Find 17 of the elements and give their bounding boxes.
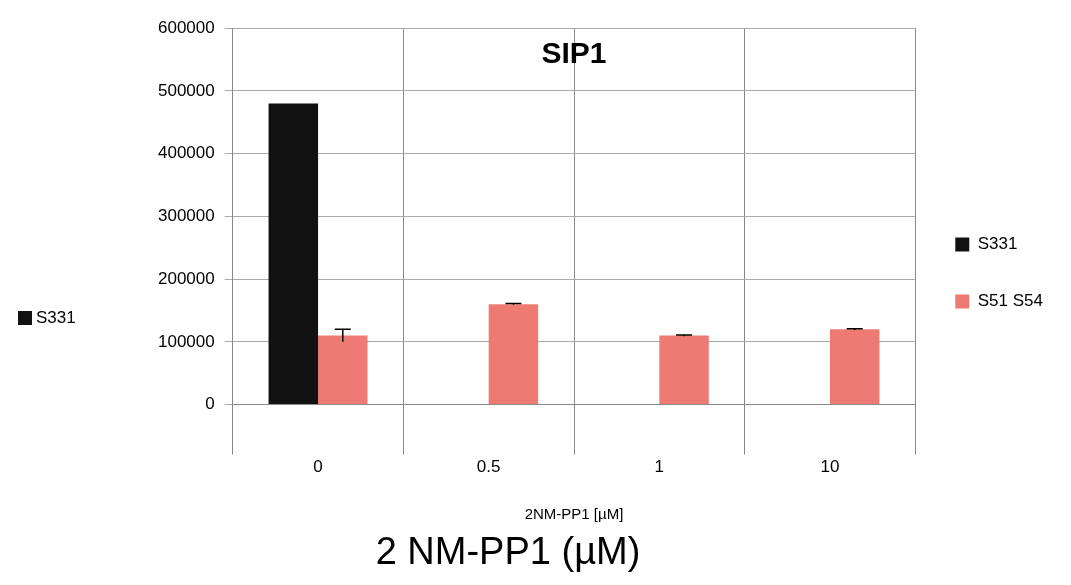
y-tick-label: 200000 [157,268,215,288]
chart-title: SIP1 [541,36,607,70]
y-tick-label: 300000 [157,206,215,226]
x-tick-label: 10 [820,457,840,477]
x-axis-title: 2NM-PP1 [µM] [524,505,624,523]
y-tick-label: 400000 [157,143,215,163]
y-tick-label: 500000 [157,80,215,100]
text: S331 [36,308,76,328]
x-tick-label: 0 [313,457,323,477]
legend-label: S331 [977,234,1018,254]
y-tick-label: 100000 [157,331,215,351]
text: 2 NM-PP1 (µM) [374,530,642,573]
y-tick-label: 0 [205,394,215,414]
legend-label: S51 S54 [977,291,1044,311]
x-tick-label: 0.5 [476,457,501,477]
y-tick-label: 600000 [157,17,215,37]
x-tick-label: 1 [654,457,665,477]
